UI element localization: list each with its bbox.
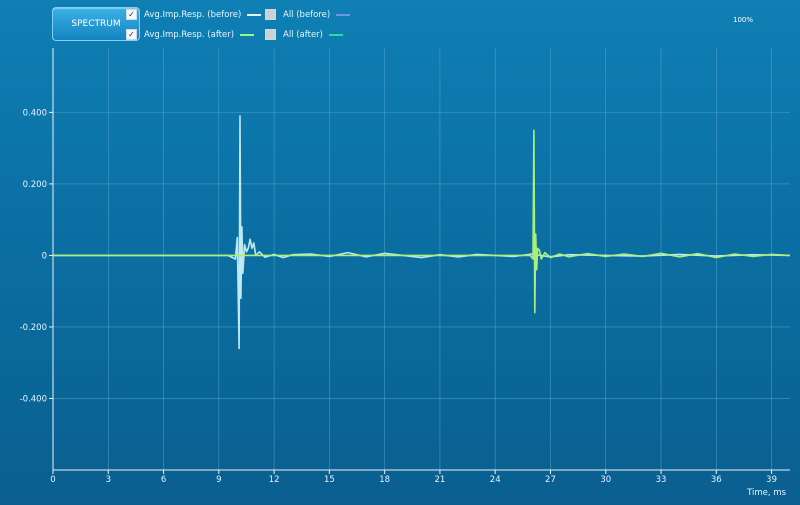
y-tick-label: 0.200 [23, 180, 47, 190]
checkbox-checked-icon[interactable]: ✓ [126, 9, 137, 20]
toolbar: SPECTRUM ✓ Avg.Imp.Resp. (before) All (b… [0, 0, 800, 46]
x-tick-label: 0 [50, 475, 55, 485]
legend-item-all-after[interactable]: All (after) [265, 29, 343, 40]
spectrum-button[interactable]: SPECTRUM [52, 7, 140, 41]
x-tick-label: 36 [711, 475, 722, 485]
x-tick-label: 3 [106, 475, 111, 485]
x-tick-label: 39 [766, 475, 777, 485]
chart-axes [49, 48, 790, 474]
x-tick-label: 12 [269, 475, 280, 485]
x-tick-label: 21 [435, 475, 446, 485]
y-tick-label: 0 [42, 251, 47, 261]
legend-swatch-icon [247, 13, 262, 16]
zoom-level: 100% [733, 16, 754, 24]
x-tick-label: 6 [161, 475, 166, 485]
legend-label: Avg.Imp.Resp. (after) [144, 29, 235, 40]
checkbox-unchecked-icon[interactable] [265, 29, 276, 40]
x-tick-label: 27 [545, 475, 556, 485]
y-tick-label: -0.400 [20, 394, 47, 404]
chart-series [53, 115, 791, 350]
legend-item-avg-before[interactable]: ✓ Avg.Imp.Resp. (before) [126, 9, 262, 20]
series-line-after [53, 129, 791, 314]
y-tick-label: -0.200 [20, 323, 47, 333]
checkbox-checked-icon[interactable]: ✓ [126, 29, 137, 40]
legend-swatch-icon [328, 33, 343, 36]
legend-label: Avg.Imp.Resp. (before) [144, 9, 242, 20]
legend-item-all-before[interactable]: All (before) [265, 9, 351, 20]
chart-grid [52, 48, 790, 470]
x-tick-label: 15 [324, 475, 335, 485]
x-tick-label: 30 [600, 475, 611, 485]
legend-swatch-icon [240, 33, 255, 36]
y-tick-label: 0.400 [23, 108, 47, 118]
legend-item-avg-after[interactable]: ✓ Avg.Imp.Resp. (after) [126, 29, 255, 40]
legend-swatch-icon [336, 13, 351, 16]
x-tick-label: 9 [216, 475, 221, 485]
x-tick-label: 24 [490, 475, 501, 485]
chart-labels: 0 3 6 9 12 15 18 21 24 27 30 33 36 390.4000.2000-0.20… [20, 108, 787, 498]
legend-label: All (after) [283, 29, 323, 40]
x-tick-label: 33 [656, 475, 667, 485]
checkbox-unchecked-icon[interactable] [265, 9, 276, 20]
legend-label: All (before) [283, 9, 331, 20]
x-tick-label: 18 [379, 475, 390, 485]
x-axis-label: Time, ms [746, 488, 786, 498]
